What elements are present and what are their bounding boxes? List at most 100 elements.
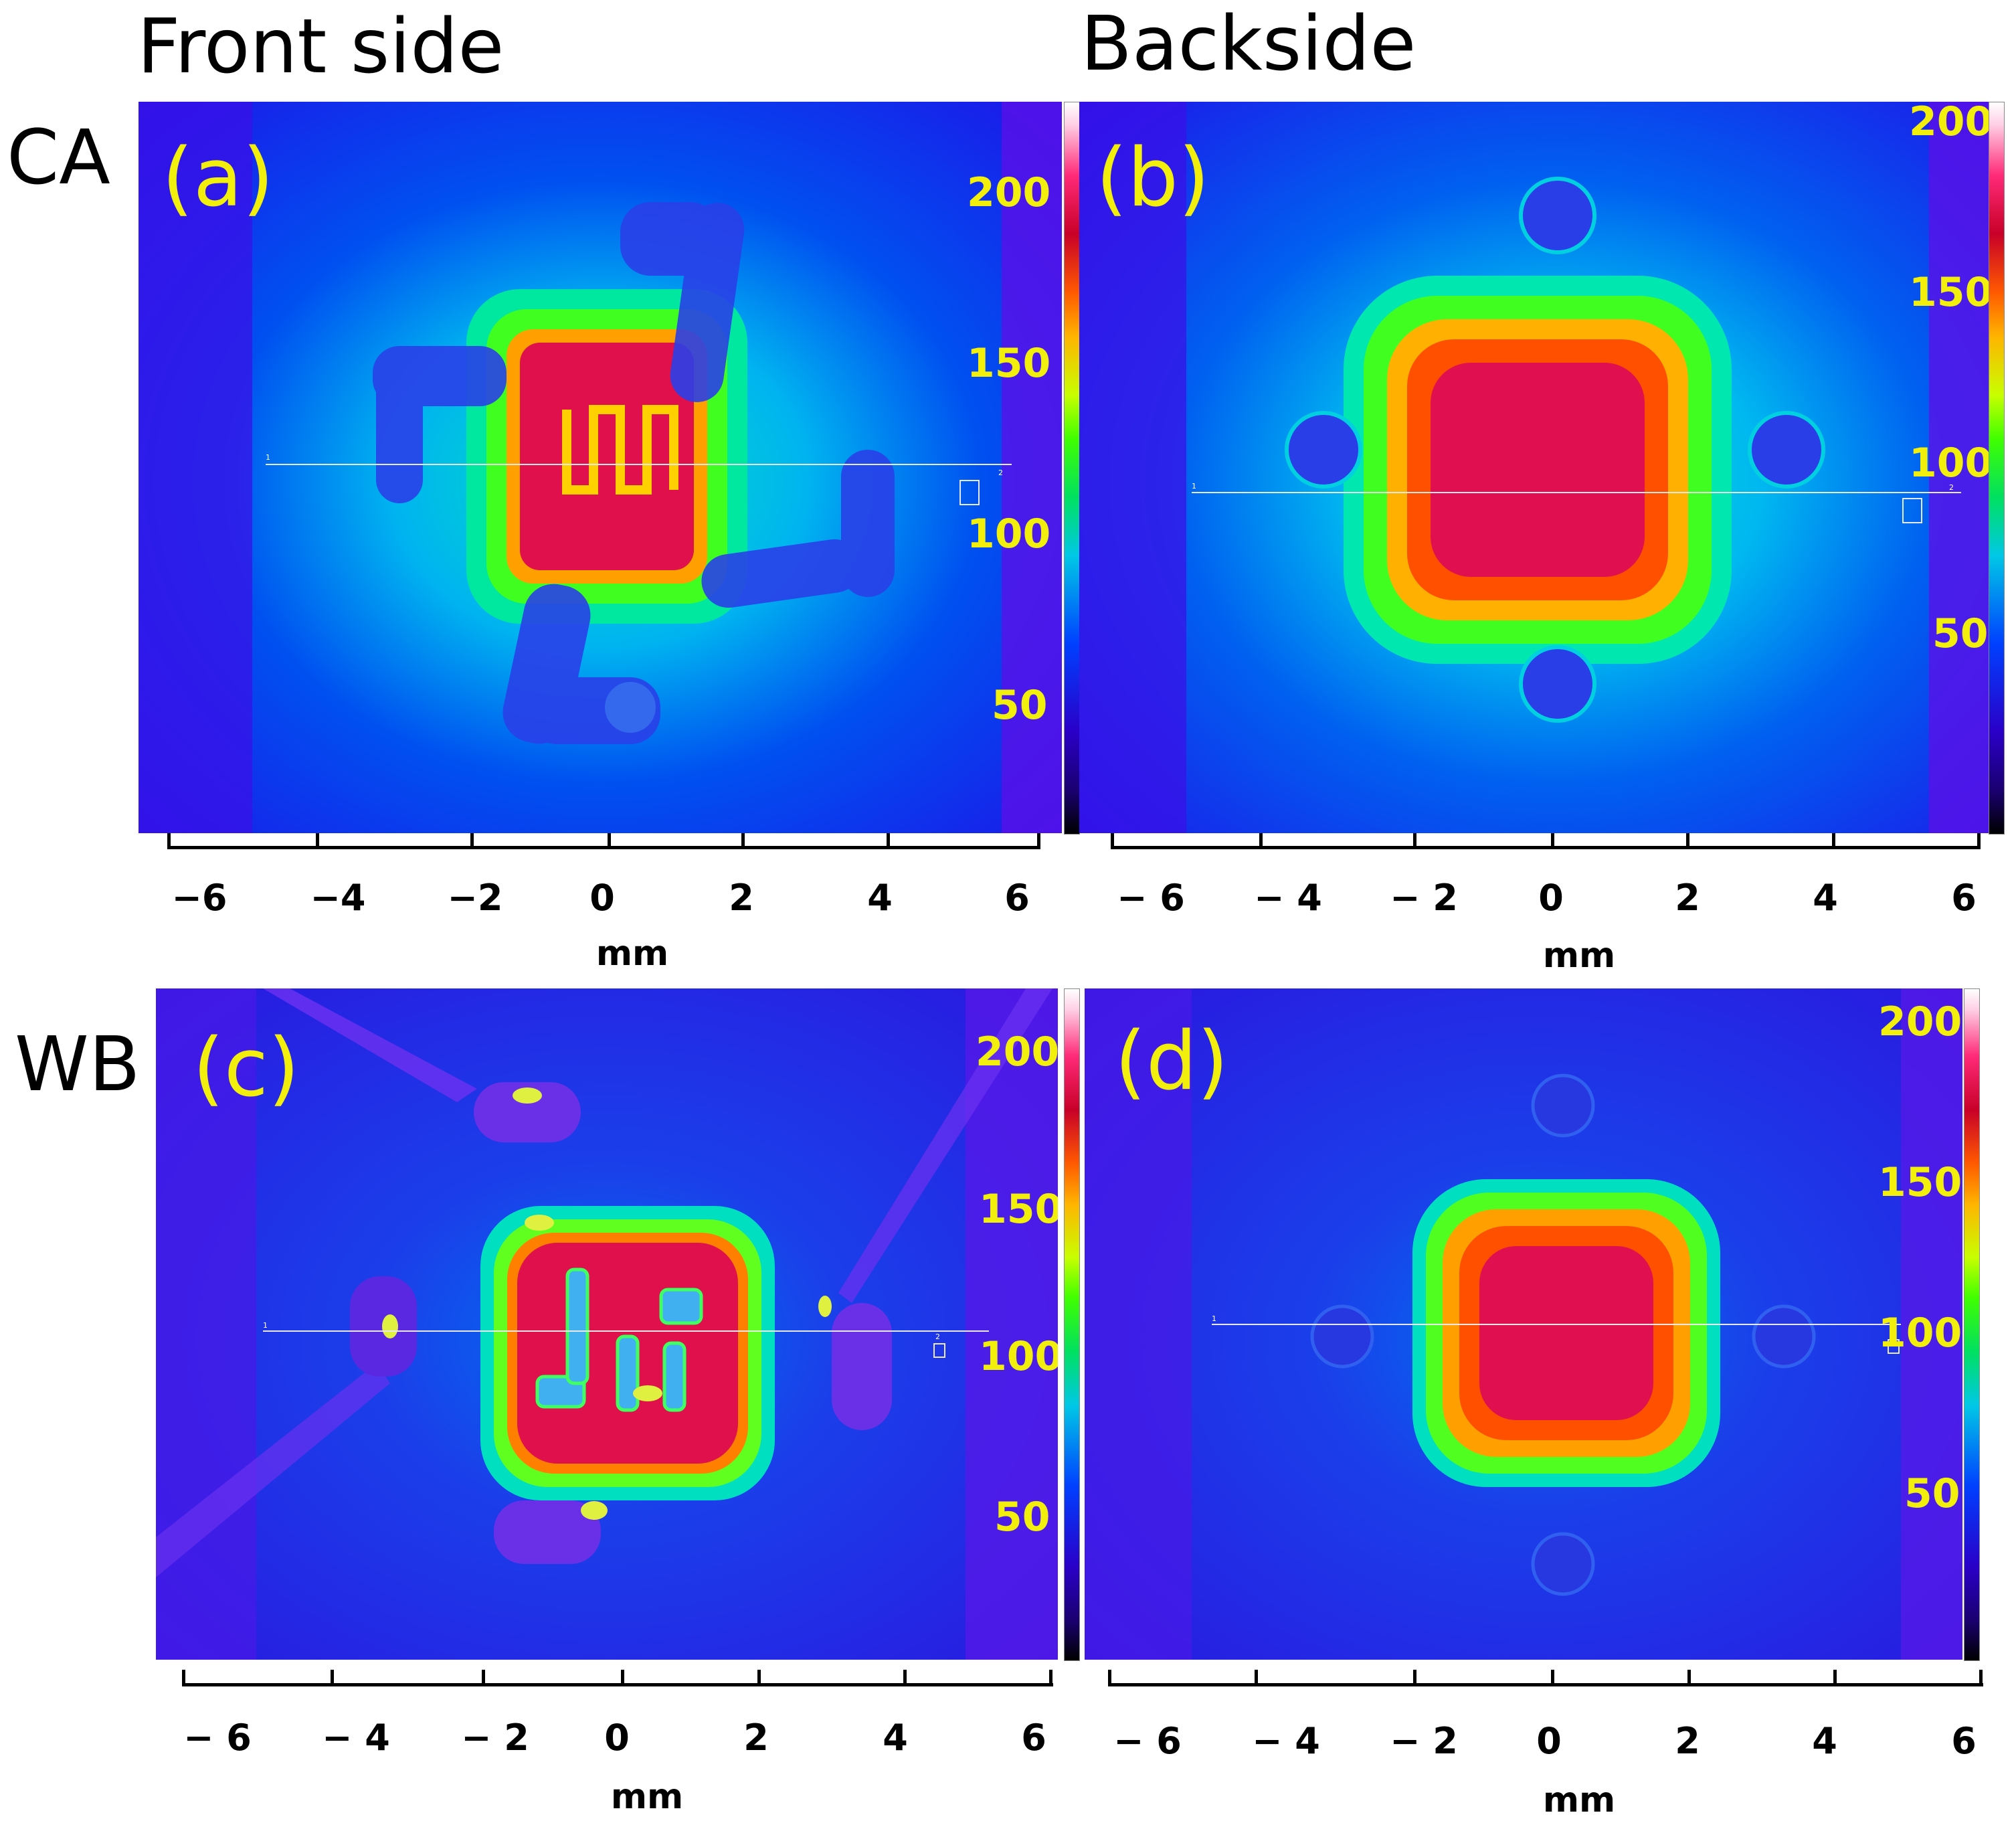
x-tick-label-a: −6 (171, 877, 227, 919)
x-tick-label-c: 6 (1021, 1717, 1046, 1759)
x-axis-a-line (167, 846, 1040, 849)
colorbar-d (1964, 988, 1980, 1661)
x-axis-d-tick (1413, 1670, 1416, 1686)
x-axis-b-tick (1977, 833, 1981, 849)
x-tick-label-d: − 2 (1390, 1720, 1458, 1762)
x-tick-label-c: − 2 (461, 1717, 529, 1759)
x-axis-c-tick (182, 1670, 185, 1686)
x-tick-label-a: 0 (589, 877, 615, 919)
scan-line-b (1192, 492, 1961, 493)
x-axis-b-tick (1413, 833, 1416, 849)
colorbar-tick-d-50: 50 (1904, 1470, 1960, 1517)
colorbar-tick-b-150: 150 (1909, 269, 1993, 316)
colorbar-tick-d-100: 100 (1878, 1310, 1962, 1357)
scan-end-marker-a: 2 (998, 468, 1003, 477)
x-axis-b-tick (1832, 833, 1835, 849)
x-axis-title-a: mm (595, 934, 669, 974)
x-tick-label-b: 4 (1813, 877, 1838, 919)
colorbar-tick-c-150: 150 (979, 1186, 1058, 1233)
x-tick-label-d: 6 (1951, 1720, 1977, 1762)
scan-line-a (266, 464, 1012, 465)
x-axis-a-tick (741, 833, 745, 849)
scan-line-d (1212, 1324, 1901, 1325)
selection-box-d[interactable] (1888, 1339, 1900, 1354)
scan-start-marker-d: 1 (1212, 1314, 1216, 1323)
panel-label-d: (d) (1115, 1015, 1228, 1108)
x-axis-b-tick (1259, 833, 1263, 849)
x-tick-label-d: 4 (1812, 1720, 1837, 1762)
x-tick-label-a: −2 (447, 877, 503, 919)
scan-end-marker-d: 2 (1891, 1330, 1896, 1338)
x-axis-d-tick (1551, 1670, 1554, 1686)
scan-end-marker-c: 2 (935, 1332, 940, 1341)
x-axis-c-line (182, 1683, 1053, 1686)
colorbar-tick-a-200: 200 (967, 169, 1051, 216)
colorbar-tick-d-200: 200 (1878, 998, 1962, 1045)
x-tick-label-b: − 2 (1390, 877, 1458, 919)
x-tick-label-b: 0 (1538, 877, 1564, 919)
selection-box-a[interactable] (959, 480, 980, 505)
x-axis-a-tick (470, 833, 474, 849)
x-axis-a-tick (316, 833, 319, 849)
x-axis-b-tick (1551, 833, 1554, 849)
x-axis-c-tick (331, 1670, 334, 1686)
row-label-wb: WB (15, 1021, 141, 1108)
x-tick-label-a: 6 (1004, 877, 1030, 919)
x-axis-title-b: mm (1542, 936, 1616, 976)
x-tick-label-c: 2 (743, 1717, 769, 1759)
colorbar-tick-b-100: 100 (1909, 440, 1993, 487)
scan-line-c (263, 1330, 989, 1332)
colorbar-tick-b-50: 50 (1932, 610, 1989, 657)
thermal-map-a: 1 2 (a) 200 150 100 50 (139, 102, 1062, 833)
x-tick-label-d: − 4 (1252, 1720, 1320, 1762)
x-tick-label-c: − 4 (322, 1717, 390, 1759)
x-axis-d-tick (1108, 1670, 1111, 1686)
x-tick-label-c: 4 (883, 1717, 908, 1759)
x-axis-b-line (1111, 846, 1981, 849)
panel-label-b: (b) (1096, 132, 1210, 225)
colorbar-tick-c-200: 200 (976, 1029, 1058, 1075)
x-axis-a-tick (1037, 833, 1040, 849)
x-tick-label-b: − 6 (1117, 877, 1185, 919)
scan-start-marker-a: 1 (266, 453, 270, 462)
x-tick-label-b: 2 (1675, 877, 1700, 919)
x-axis-c-tick (621, 1670, 624, 1686)
x-axis-a-tick (167, 833, 171, 849)
x-axis-b-tick (1686, 833, 1689, 849)
x-axis-d-tick (1833, 1670, 1837, 1686)
thermal-map-d: 1 2 (d) 200 150 100 50 (1085, 988, 1962, 1660)
x-tick-label-b: 6 (1951, 877, 1977, 919)
colorbar-c (1064, 988, 1080, 1661)
colorbar-tick-a-50: 50 (992, 682, 1048, 729)
x-tick-label-a: 4 (867, 877, 893, 919)
colorbar-a (1064, 102, 1080, 835)
scan-start-marker-b: 1 (1192, 482, 1196, 491)
heading-front-side: Front side (137, 3, 505, 90)
scan-start-marker-c: 1 (263, 1321, 268, 1330)
x-tick-label-d: − 6 (1113, 1720, 1182, 1762)
selection-box-b[interactable] (1902, 498, 1922, 523)
colorbar-tick-d-150: 150 (1878, 1159, 1962, 1206)
x-axis-c-tick (903, 1670, 907, 1686)
colorbar-tick-c-50: 50 (994, 1494, 1050, 1541)
selection-box-c[interactable] (933, 1343, 945, 1358)
thermal-map-b: 1 2 (b) 200 150 100 50 (1079, 102, 1995, 833)
x-axis-title-d: mm (1542, 1780, 1616, 1820)
x-axis-d-line (1108, 1683, 1983, 1686)
colorbar-tick-b-200: 200 (1909, 102, 1993, 145)
scan-end-marker-b: 2 (1949, 483, 1954, 492)
x-tick-label-b: − 4 (1254, 877, 1322, 919)
x-axis-a-tick (887, 833, 890, 849)
x-tick-label-a: 2 (729, 877, 754, 919)
heading-backside: Backside (1081, 1, 1416, 88)
thermal-image-a (139, 102, 1062, 833)
colorbar-tick-a-150: 150 (967, 340, 1051, 387)
x-tick-label-c: − 6 (183, 1717, 252, 1759)
x-axis-b-tick (1111, 833, 1114, 849)
x-axis-title-c: mm (610, 1777, 684, 1817)
thermal-image-c (156, 988, 1058, 1660)
x-axis-d-tick (1979, 1670, 1983, 1686)
x-tick-label-a: −4 (310, 877, 366, 919)
colorbar-tick-a-100: 100 (967, 511, 1051, 557)
thermal-image-b (1079, 102, 1995, 833)
